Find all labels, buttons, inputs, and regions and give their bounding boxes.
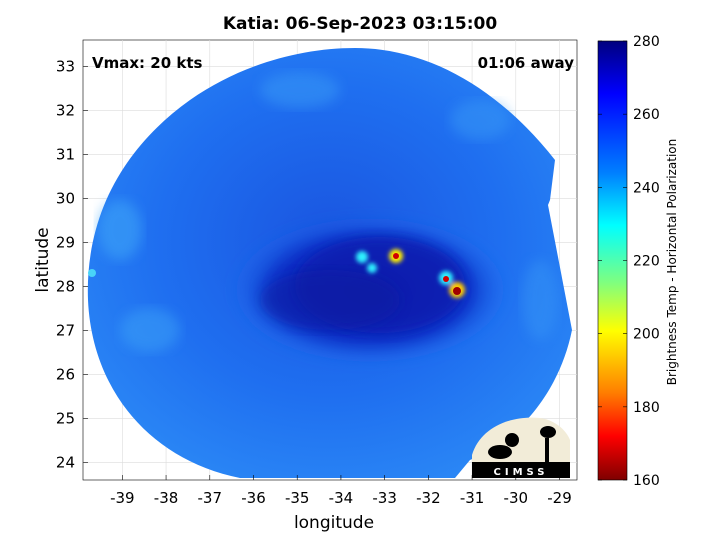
y-axis-ticks: 33 32 31 30 29 28 27 26 25 24 [56,57,88,471]
logo-text: CIMSS [494,467,549,478]
x-tick-label: -32 [416,489,441,507]
y-tick-label: 28 [56,277,75,295]
time-away-annotation: 01:06 away [478,54,575,72]
x-tick-label: -33 [372,489,397,507]
x-tick-label: -39 [110,489,135,507]
x-tick-label: -35 [285,489,310,507]
colorbar-tick-label: 260 [633,107,660,123]
x-tick-label: -29 [547,489,572,507]
y-tick-label: 31 [56,145,75,163]
brightness-temp-image [87,48,573,478]
x-tick-label: -38 [154,489,179,507]
figure-title: Katia: 06-Sep-2023 03:15:00 [222,14,498,34]
x-axis-label: longitude [294,513,374,533]
colorbar [597,40,628,481]
colorbar-tick-label: 240 [633,180,660,196]
x-axis-ticks: -39 -38 -37 -36 -35 -34 -33 -32 -31 -30 -29 [110,475,572,507]
y-tick-label: 33 [56,57,75,75]
colorbar-label: Brightness Temp - Horizontal Polarizatio… [665,139,679,386]
cimss-logo: CIMSS [472,417,570,478]
y-tick-label: 26 [56,365,75,383]
x-tick-label: -37 [198,489,223,507]
y-tick-label: 30 [56,189,75,207]
colorbar-tick-label: 220 [633,254,660,270]
colorbar-tick-label: 200 [633,327,660,343]
x-tick-label: -34 [329,489,354,507]
colorbar-tick-label: 280 [633,34,660,50]
y-tick-label: 32 [56,101,75,119]
x-tick-label: -36 [241,489,266,507]
y-tick-label: 29 [56,233,75,251]
y-tick-label: 25 [56,409,75,427]
y-tick-label: 27 [56,321,75,339]
colorbar-tick-label: 160 [633,473,660,489]
colorbar-tick-label: 180 [633,400,660,416]
vmax-annotation: Vmax: 20 kts [92,54,202,72]
y-tick-label: 24 [56,453,75,471]
colorbar-ticks: 280 260 240 220 200 180 160 [598,34,660,489]
x-tick-label: -31 [460,489,485,507]
x-tick-label: -30 [504,489,529,507]
y-axis-label: latitude [33,227,53,292]
